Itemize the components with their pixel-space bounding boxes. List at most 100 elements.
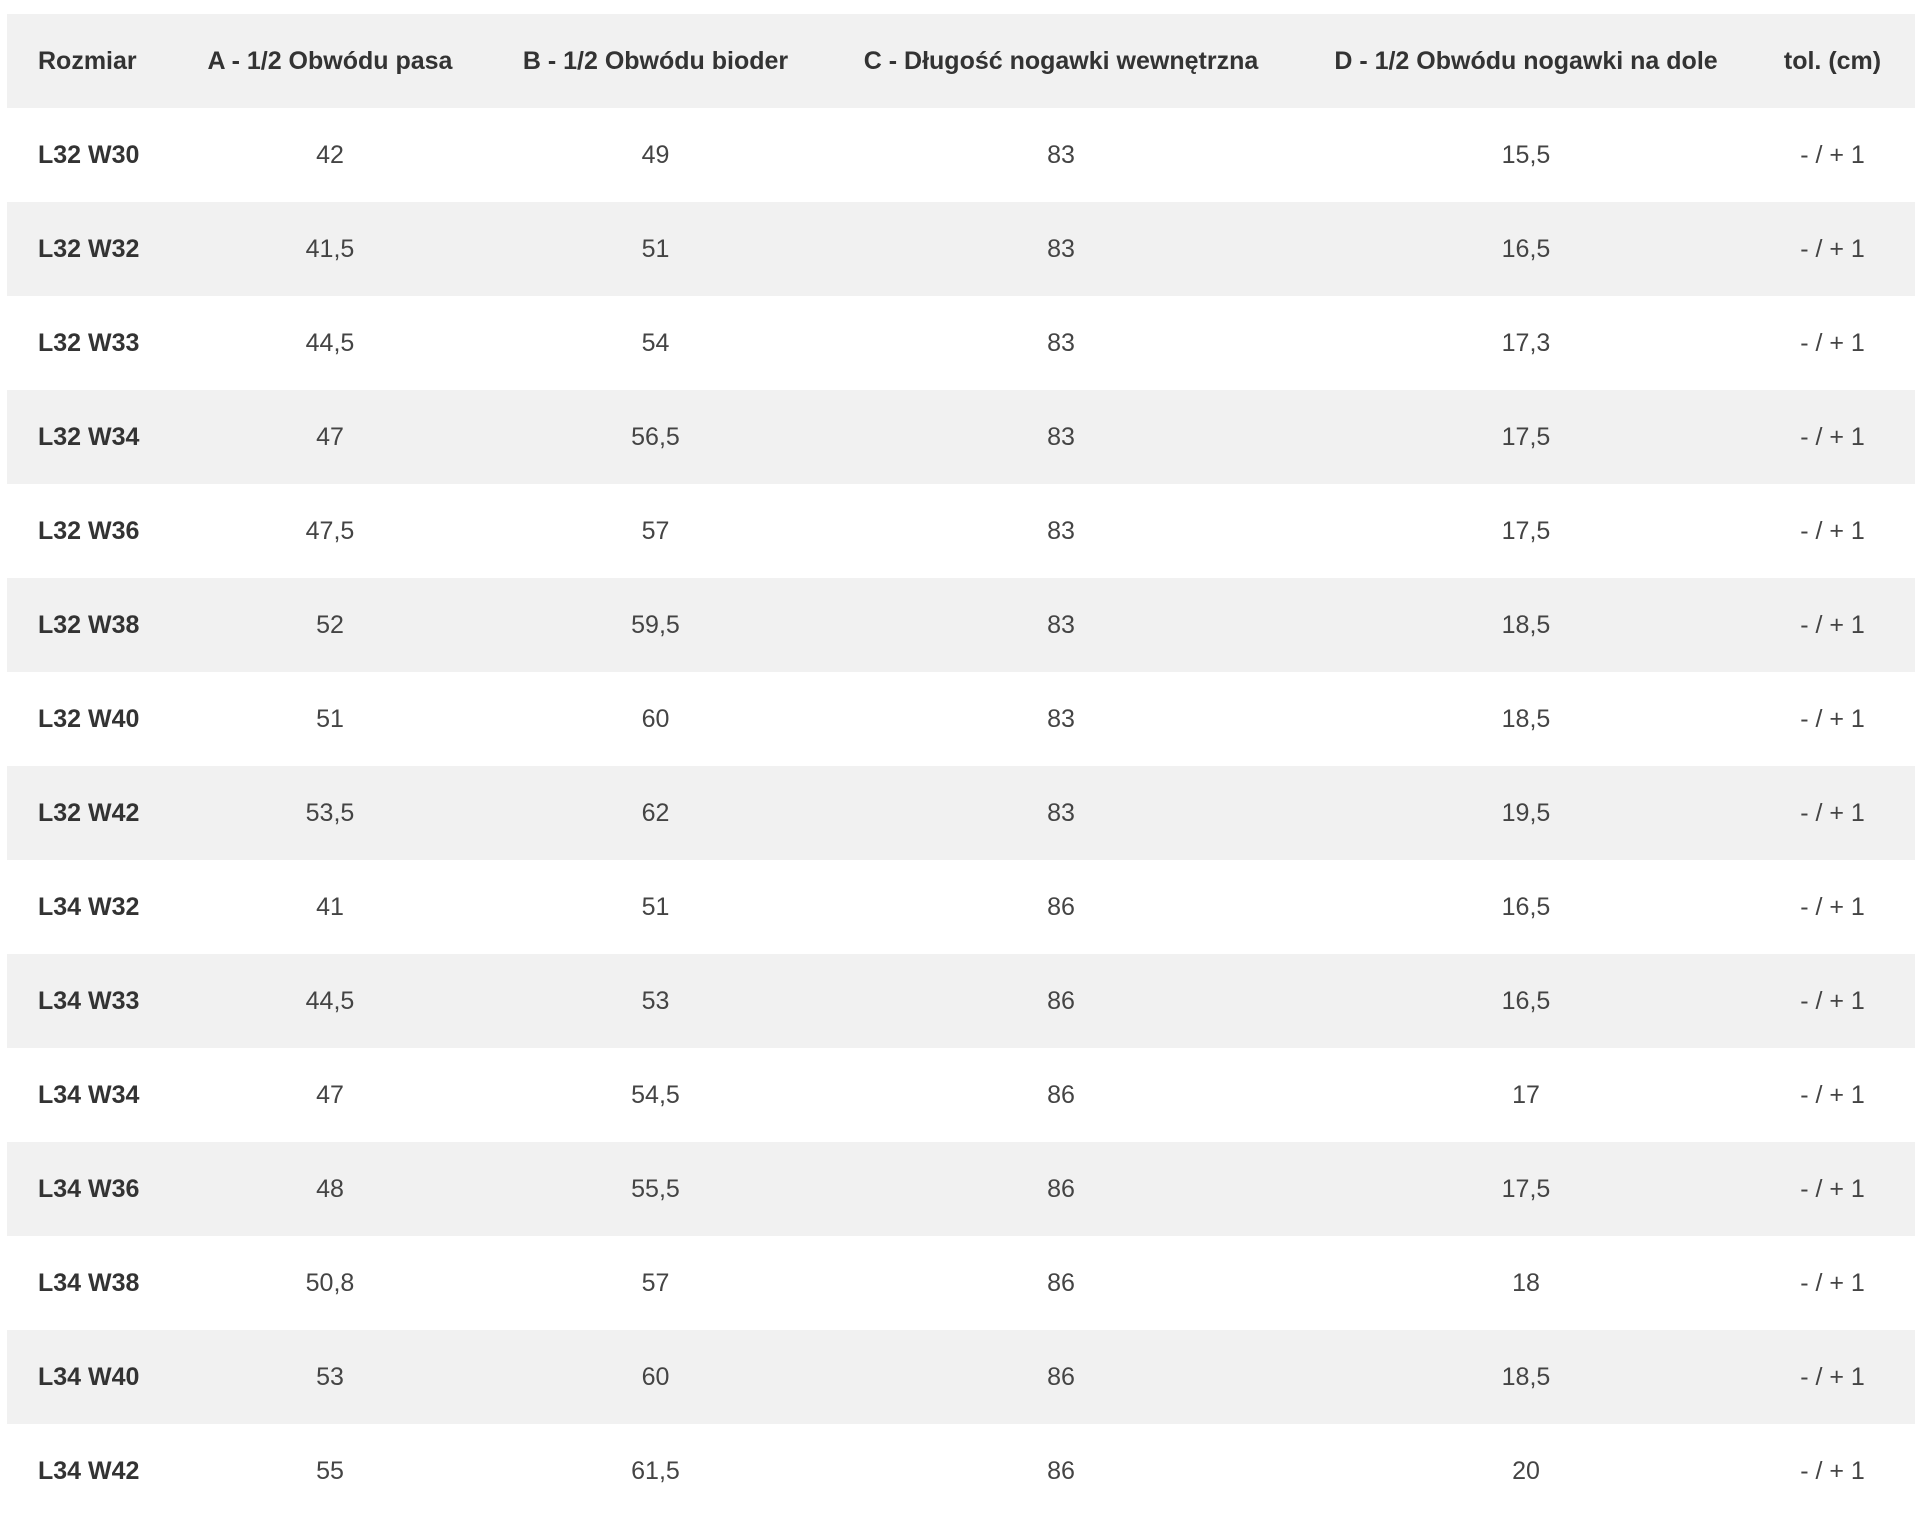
cell-hips: 62 xyxy=(641,798,670,827)
cell-leg-opening: 16,5 xyxy=(1501,892,1551,921)
cell-hips: 54,5 xyxy=(631,1080,680,1109)
cell-waist: 44,5 xyxy=(305,986,355,1015)
table-row: L32 W36 47,5 57 83 17,5 - / + 1 xyxy=(7,484,1915,578)
cell-size: L34 W42 xyxy=(38,1456,140,1485)
cell-size: L32 W36 xyxy=(38,516,140,545)
cell-waist: 48 xyxy=(316,1174,344,1203)
cell-size: L32 W34 xyxy=(38,422,140,451)
cell-waist: 44,5 xyxy=(305,328,355,357)
cell-waist: 53 xyxy=(316,1362,344,1391)
table-row: L32 W38 52 59,5 83 18,5 - / + 1 xyxy=(7,578,1915,672)
cell-leg-opening: 17 xyxy=(1512,1080,1540,1109)
cell-tolerance: - / + 1 xyxy=(1800,422,1865,451)
cell-waist: 52 xyxy=(316,610,344,639)
cell-inseam: 83 xyxy=(1047,610,1075,639)
cell-size: L34 W38 xyxy=(38,1268,140,1297)
cell-tolerance: - / + 1 xyxy=(1800,704,1865,733)
cell-waist: 42 xyxy=(316,140,344,169)
cell-tolerance: - / + 1 xyxy=(1800,140,1865,169)
table-row: L32 W30 42 49 83 15,5 - / + 1 xyxy=(7,108,1915,202)
cell-inseam: 83 xyxy=(1047,140,1075,169)
cell-hips: 51 xyxy=(641,892,670,921)
cell-hips: 54 xyxy=(641,328,670,357)
header-tolerance: tol. (cm) xyxy=(1783,46,1882,75)
cell-tolerance: - / + 1 xyxy=(1800,892,1865,921)
cell-hips: 53 xyxy=(641,986,670,1015)
cell-inseam: 86 xyxy=(1047,1080,1075,1109)
cell-tolerance: - / + 1 xyxy=(1800,1080,1865,1109)
cell-hips: 57 xyxy=(641,516,670,545)
table-row: L34 W36 48 55,5 86 17,5 - / + 1 xyxy=(7,1142,1915,1236)
cell-size: L32 W33 xyxy=(38,328,140,357)
table-row: L34 W34 47 54,5 86 17 - / + 1 xyxy=(7,1048,1915,1142)
cell-inseam: 83 xyxy=(1047,798,1075,827)
cell-size: L32 W32 xyxy=(38,234,140,263)
cell-tolerance: - / + 1 xyxy=(1800,1456,1865,1485)
size-chart-table: Rozmiar A - 1/2 Obwódu pasa B - 1/2 Obwó… xyxy=(7,14,1915,1518)
cell-waist: 47 xyxy=(316,422,344,451)
cell-hips: 60 xyxy=(641,1362,670,1391)
cell-leg-opening: 18 xyxy=(1512,1268,1540,1297)
cell-tolerance: - / + 1 xyxy=(1800,234,1865,263)
table-header-row: Rozmiar A - 1/2 Obwódu pasa B - 1/2 Obwó… xyxy=(7,14,1915,108)
cell-inseam: 83 xyxy=(1047,328,1075,357)
table-row: L34 W32 41 51 86 16,5 - / + 1 xyxy=(7,860,1915,954)
cell-size: L32 W30 xyxy=(38,140,140,169)
cell-waist: 41 xyxy=(316,892,344,921)
cell-hips: 61,5 xyxy=(631,1456,680,1485)
cell-leg-opening: 19,5 xyxy=(1501,798,1551,827)
cell-size: L32 W38 xyxy=(38,610,140,639)
table-row: L34 W33 44,5 53 86 16,5 - / + 1 xyxy=(7,954,1915,1048)
cell-leg-opening: 17,3 xyxy=(1501,328,1551,357)
table-row: L32 W40 51 60 83 18,5 - / + 1 xyxy=(7,672,1915,766)
cell-tolerance: - / + 1 xyxy=(1800,1174,1865,1203)
cell-hips: 55,5 xyxy=(631,1174,680,1203)
cell-leg-opening: 17,5 xyxy=(1501,1174,1551,1203)
cell-size: L34 W40 xyxy=(38,1362,140,1391)
cell-waist: 47,5 xyxy=(305,516,355,545)
cell-tolerance: - / + 1 xyxy=(1800,516,1865,545)
table-row: L32 W34 47 56,5 83 17,5 - / + 1 xyxy=(7,390,1915,484)
table-row: L34 W40 53 60 86 18,5 - / + 1 xyxy=(7,1330,1915,1424)
cell-leg-opening: 15,5 xyxy=(1501,140,1551,169)
header-waist: A - 1/2 Obwódu pasa xyxy=(207,46,453,75)
cell-inseam: 86 xyxy=(1047,1174,1075,1203)
cell-waist: 47 xyxy=(316,1080,344,1109)
cell-inseam: 86 xyxy=(1047,1268,1075,1297)
table-row: L32 W32 41,5 51 83 16,5 - / + 1 xyxy=(7,202,1915,296)
cell-tolerance: - / + 1 xyxy=(1800,1362,1865,1391)
cell-leg-opening: 17,5 xyxy=(1501,516,1551,545)
cell-hips: 49 xyxy=(641,140,670,169)
cell-waist: 41,5 xyxy=(305,234,355,263)
cell-inseam: 83 xyxy=(1047,422,1075,451)
cell-leg-opening: 18,5 xyxy=(1501,1362,1551,1391)
cell-inseam: 83 xyxy=(1047,516,1075,545)
cell-leg-opening: 20 xyxy=(1512,1456,1540,1485)
cell-size: L32 W40 xyxy=(38,704,140,733)
header-hips: B - 1/2 Obwódu bioder xyxy=(522,46,789,75)
cell-inseam: 86 xyxy=(1047,1456,1075,1485)
cell-waist: 50,8 xyxy=(305,1268,355,1297)
cell-waist: 55 xyxy=(316,1456,344,1485)
cell-hips: 60 xyxy=(641,704,670,733)
cell-tolerance: - / + 1 xyxy=(1800,798,1865,827)
table-row: L32 W33 44,5 54 83 17,3 - / + 1 xyxy=(7,296,1915,390)
header-leg-opening: D - 1/2 Obwódu nogawki na dole xyxy=(1334,46,1718,75)
cell-inseam: 86 xyxy=(1047,986,1075,1015)
cell-waist: 51 xyxy=(316,704,344,733)
cell-waist: 53,5 xyxy=(305,798,355,827)
cell-leg-opening: 18,5 xyxy=(1501,704,1551,733)
header-size: Rozmiar xyxy=(38,46,137,75)
cell-size: L34 W33 xyxy=(38,986,140,1015)
table-row: L34 W42 55 61,5 86 20 - / + 1 xyxy=(7,1424,1915,1518)
cell-tolerance: - / + 1 xyxy=(1800,610,1865,639)
cell-size: L32 W42 xyxy=(38,798,140,827)
table-row: L32 W42 53,5 62 83 19,5 - / + 1 xyxy=(7,766,1915,860)
table-row: L34 W38 50,8 57 86 18 - / + 1 xyxy=(7,1236,1915,1330)
cell-hips: 56,5 xyxy=(631,422,680,451)
cell-hips: 57 xyxy=(641,1268,670,1297)
cell-inseam: 86 xyxy=(1047,1362,1075,1391)
cell-leg-opening: 16,5 xyxy=(1501,234,1551,263)
header-inseam: C - Długość nogawki wewnętrzna xyxy=(863,46,1259,75)
cell-tolerance: - / + 1 xyxy=(1800,328,1865,357)
